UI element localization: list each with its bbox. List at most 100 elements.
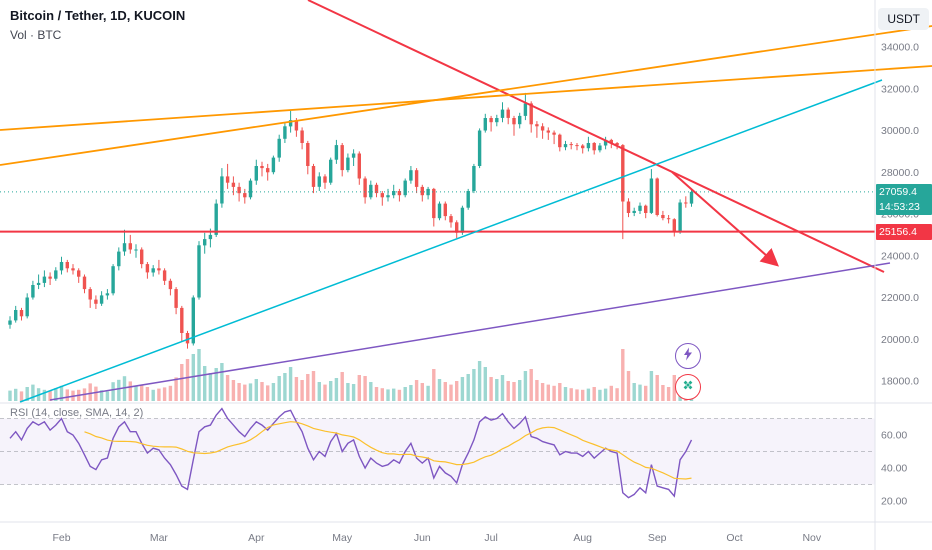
alert-price-label[interactable]: 25156.4 [876, 224, 932, 240]
candle-body [82, 276, 87, 290]
candles-layer[interactable] [8, 92, 694, 349]
volume-bar [168, 385, 173, 401]
candle-body [94, 299, 98, 304]
volume-bar [621, 349, 625, 401]
rsi-line[interactable] [9, 407, 693, 499]
lightning-icon [681, 347, 695, 366]
volume-bar [363, 376, 367, 401]
candle-body [661, 215, 665, 219]
volume-bar [65, 389, 69, 401]
candle-body [77, 270, 81, 277]
volume-study-label[interactable]: Vol · BTC [10, 28, 62, 42]
broker-logo-button[interactable] [675, 374, 701, 400]
candle-body [151, 268, 155, 273]
trendline-descending-resistance[interactable] [307, 0, 885, 273]
trendline-ascending-cyan[interactable] [19, 79, 883, 403]
volume-bar [563, 387, 568, 401]
volume-bar [540, 383, 545, 401]
rsi-sma-line[interactable] [84, 421, 692, 480]
volume-bar [552, 385, 556, 401]
volume-bar [535, 380, 539, 401]
volume-bar [323, 384, 327, 401]
candle-body [546, 130, 550, 133]
candle-body [523, 103, 528, 116]
candle-body [231, 182, 236, 187]
candle-body [191, 297, 195, 344]
candle-body [48, 276, 52, 279]
time-tick-label[interactable]: Apr [248, 532, 265, 544]
candle-body [684, 202, 688, 204]
rsi-study-label[interactable]: RSI (14, close, SMA, 14, 2) [10, 407, 144, 419]
time-tick-label[interactable]: Aug [573, 532, 592, 544]
candle-body [294, 120, 299, 131]
trendline-projection-arrow[interactable] [671, 171, 779, 267]
time-tick-label[interactable]: Feb [52, 532, 70, 544]
price-tick-label: 28000.0 [881, 167, 919, 179]
time-tick-label[interactable]: Oct [726, 532, 742, 544]
candle-body [563, 144, 568, 148]
quick-trade-button[interactable] [675, 343, 701, 369]
candle-body [128, 243, 132, 250]
candle-body [306, 143, 310, 166]
candle-body [403, 180, 407, 196]
volume-bar [666, 387, 671, 401]
time-tick-label[interactable]: May [332, 532, 353, 544]
volume-bar [495, 379, 499, 401]
volume-bar [220, 363, 224, 401]
time-tick-label[interactable]: Mar [150, 532, 169, 544]
bar-countdown: 14:53:23 [879, 200, 920, 213]
candle-body [500, 109, 505, 118]
volume-bar [105, 391, 110, 401]
candle-body [317, 176, 321, 187]
volume-bar [351, 384, 356, 401]
candle-body [248, 180, 253, 198]
candle-body [357, 153, 361, 179]
candle-body [552, 132, 556, 135]
candle-body [666, 218, 671, 220]
candle-body [71, 268, 75, 271]
volume-bar [185, 359, 190, 401]
candle-body [220, 176, 224, 204]
volume-bar [42, 389, 47, 401]
candle-body [626, 201, 631, 213]
candle-body [655, 178, 659, 215]
candle-body [42, 276, 47, 283]
volume-bar [25, 387, 29, 401]
candle-body [288, 120, 293, 127]
time-tick-label[interactable]: Jul [484, 532, 497, 544]
trendline-ascending-purple[interactable] [49, 262, 891, 401]
candle-body [111, 266, 115, 294]
time-tick-label[interactable]: Sep [648, 532, 667, 544]
trendline-ascending-orange-upper[interactable] [0, 65, 932, 131]
trendline-ascending-orange-lower[interactable] [0, 25, 932, 166]
currency-toggle-button[interactable]: USDT [878, 8, 929, 30]
symbol-title[interactable]: Bitcoin / Tether, 1D, KUCOIN [10, 8, 186, 23]
volume-bar [266, 385, 270, 401]
volume-bar [306, 374, 310, 401]
volume-bar [598, 389, 602, 401]
volume-bar [603, 388, 608, 401]
volume-bar [512, 382, 516, 401]
time-tick-label[interactable]: Nov [802, 532, 821, 544]
candle-body [540, 126, 545, 131]
time-tick-label[interactable]: Jun [414, 532, 431, 544]
current-price-label[interactable]: 27059.4 14:53:23 [876, 184, 932, 215]
volume-bar [203, 366, 207, 401]
candle-body [346, 157, 350, 171]
candle-body [351, 153, 356, 158]
volume-bar [14, 388, 18, 401]
volume-bar [638, 384, 642, 401]
volume-bar [609, 385, 613, 401]
volume-bar [655, 375, 659, 401]
rsi-tick-label: 40.00 [881, 463, 907, 475]
candle-body [266, 168, 270, 173]
volume-bar [237, 383, 241, 401]
volume-bar [500, 375, 505, 401]
broker-logo-icon [681, 378, 695, 397]
candle-body [185, 333, 190, 344]
candle-body [609, 139, 613, 143]
candle-body [25, 297, 29, 317]
candle-body [8, 320, 12, 325]
candle-body [99, 295, 104, 304]
